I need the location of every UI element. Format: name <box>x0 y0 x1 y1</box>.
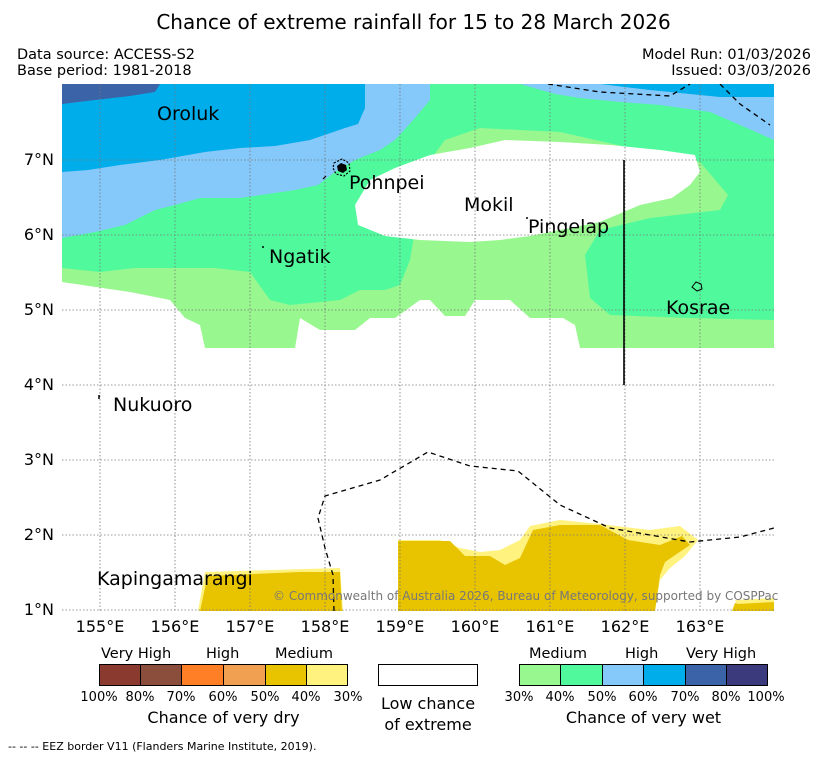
dry-pct-50: 50% <box>250 690 280 705</box>
lon-label-160e: 160°E <box>450 617 500 636</box>
dry-pct-60: 60% <box>208 690 238 705</box>
model-run: Model Run: 01/03/2026 <box>641 47 811 63</box>
chart-title: Chance of extreme rainfall for 15 to 28 … <box>156 10 671 34</box>
place-ngatik: Ngatik <box>269 246 331 268</box>
lon-label-159e: 159°E <box>375 617 425 636</box>
dry-pct-100: 100% <box>80 690 118 705</box>
pohnpei-island-fill <box>337 163 347 173</box>
kosrae-island <box>691 281 703 292</box>
wet-pct-50: 50% <box>587 690 617 705</box>
wet-pct-60: 60% <box>628 690 658 705</box>
lat-label-2n: 2°N <box>23 525 54 544</box>
dry-pct-80: 80% <box>125 690 155 705</box>
region-dry-main <box>398 525 690 611</box>
dry-legend-title: Chance of very dry <box>147 708 300 727</box>
lon-label-157e: 157°E <box>225 617 275 636</box>
place-mokil: Mokil <box>464 194 514 216</box>
place-kosrae: Kosrae <box>666 297 731 319</box>
place-nukuoro: Nukuoro <box>113 394 193 416</box>
grid-lines <box>62 84 774 611</box>
meta-right: Model Run: 01/03/2026 Issued: 03/03/2026 <box>642 47 811 79</box>
wet-pct-30: 30% <box>504 690 534 705</box>
dry-swatch-1 <box>99 664 141 686</box>
wet-pct-80: 80% <box>711 690 741 705</box>
dry-swatch-3 <box>181 664 224 686</box>
lon-label-156e: 156°E <box>150 617 200 636</box>
wet-cat-medium: Medium <box>529 646 587 662</box>
low-chance-swatch <box>378 664 478 686</box>
issued-date: Issued: 03/03/2026 <box>671 63 811 79</box>
dry-pct-30: 30% <box>333 690 363 705</box>
region-dry-east-light <box>735 598 774 604</box>
lat-label-1n: 1°N <box>23 600 54 619</box>
copyright-text: © Commonwealth of Australia 2026, Bureau… <box>273 589 779 603</box>
ant-atoll <box>322 175 327 180</box>
place-oroluk: Oroluk <box>157 103 220 125</box>
dry-swatch-6 <box>306 664 348 686</box>
wet-cat-very-high: Very High <box>686 646 757 662</box>
lon-label-158e: 158°E <box>300 617 350 636</box>
lat-label-5n: 5°N <box>23 300 54 319</box>
wet-swatch-5 <box>685 664 727 686</box>
wet-swatch-6 <box>726 664 768 686</box>
pohnpei-island <box>332 158 351 177</box>
eez-borders <box>317 84 774 611</box>
map-area[interactable] <box>62 84 774 611</box>
base-period: Base period: 1981-2018 <box>17 63 192 79</box>
region-very-high-wet <box>62 84 160 104</box>
dry-cat-medium: Medium <box>275 646 333 662</box>
lat-label-7n: 7°N <box>23 150 54 169</box>
dry-pct-70: 70% <box>166 690 196 705</box>
dry-cat-very-high: Very High <box>101 646 172 662</box>
wet-swatch-3 <box>602 664 644 686</box>
dry-swatch-2 <box>140 664 182 686</box>
lon-label-162e: 162°E <box>600 617 650 636</box>
place-pingelap: Pingelap <box>528 216 610 238</box>
low-chance-line1: Low chance <box>380 694 476 713</box>
lon-label-161e: 161°E <box>525 617 575 636</box>
lon-label-163e: 163°E <box>675 617 725 636</box>
region-low-chance-mokil <box>355 140 700 242</box>
low-chance-line2: of extreme <box>384 715 472 734</box>
lon-label-155e: 155°E <box>75 617 125 636</box>
wet-swatch-1 <box>519 664 561 686</box>
dry-cat-high: High <box>206 646 240 662</box>
dry-pct-40: 40% <box>291 690 321 705</box>
ngatik-atoll <box>262 246 264 248</box>
place-pohnpei: Pohnpei <box>349 172 425 194</box>
wet-swatch-4 <box>643 664 686 686</box>
region-blue-wet <box>62 84 365 172</box>
lat-label-4n: 4°N <box>23 375 54 394</box>
place-kapingamarangi: Kapingamarangi <box>97 568 253 590</box>
region-dry-west <box>200 572 342 611</box>
wet-legend-title: Chance of very wet <box>565 708 722 727</box>
data-source: Data source: ACCESS-S2 <box>17 47 196 63</box>
meta-left: Data source: ACCESS-S2 Base period: 1981… <box>17 47 195 79</box>
wet-pct-70: 70% <box>670 690 700 705</box>
mokil-atoll <box>526 217 528 219</box>
wet-cat-high: High <box>625 646 659 662</box>
lat-label-3n: 3°N <box>23 450 54 469</box>
low-chance-label: Low chance of extreme <box>358 693 498 735</box>
wet-pct-100: 100% <box>747 690 785 705</box>
lat-label-6n: 6°N <box>23 225 54 244</box>
dry-swatch-4 <box>223 664 266 686</box>
dry-swatch-5 <box>265 664 307 686</box>
wet-swatch-2 <box>560 664 603 686</box>
region-blue-wet-east <box>600 84 774 97</box>
wet-pct-40: 40% <box>545 690 575 705</box>
footer-note: -- -- -- EEZ border V11 (Flanders Marine… <box>8 740 317 753</box>
region-light-blue-wet-east <box>520 84 774 140</box>
